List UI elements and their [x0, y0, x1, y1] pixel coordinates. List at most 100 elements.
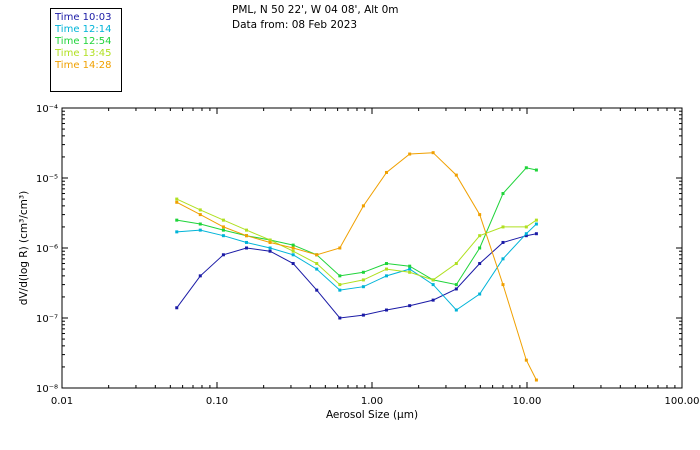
series-3-point — [408, 270, 412, 274]
series-3-point — [454, 262, 458, 266]
series-4-point — [198, 213, 202, 217]
series-1-point — [454, 308, 458, 312]
series-1-point — [534, 222, 538, 226]
series-3-point — [315, 262, 319, 266]
series-1-point — [221, 234, 225, 238]
series-3-point — [291, 249, 295, 253]
series-2-point — [338, 274, 342, 278]
x-tick-label: 0.10 — [206, 396, 228, 407]
series-1-point — [338, 288, 342, 292]
series-3-point — [198, 208, 202, 212]
series-2-point — [534, 168, 538, 172]
series-4-point — [315, 253, 319, 257]
series-line-4 — [176, 152, 537, 381]
series-4-point — [338, 246, 342, 250]
series-line-1 — [176, 223, 537, 311]
series-0-point — [524, 234, 528, 238]
series-4-point — [501, 283, 505, 287]
series-4-point — [534, 378, 538, 382]
series-0-point — [384, 308, 388, 312]
series-4-point — [454, 173, 458, 177]
legend: Time 10:03 Time 12:14 Time 12:54 Time 13… — [50, 8, 122, 92]
y-tick-label: 10⁻⁴ — [36, 104, 58, 115]
series-2-point — [198, 222, 202, 226]
series-4-point — [268, 240, 272, 244]
series-2-point — [454, 283, 458, 287]
series-3-point — [268, 238, 272, 242]
series-2-point — [221, 228, 225, 232]
series-0-point — [431, 298, 435, 302]
series-2-point — [524, 166, 528, 170]
series-1-point — [291, 253, 295, 257]
series-1-point — [524, 232, 528, 236]
series-0-point — [534, 232, 538, 236]
series-3-point — [175, 197, 179, 201]
series-1-point — [501, 257, 505, 261]
series-1-point — [384, 274, 388, 278]
legend-entry-1: Time 12:14 — [55, 24, 112, 35]
series-0-point — [175, 306, 179, 310]
series-1-point — [361, 285, 365, 289]
series-0-point — [268, 249, 272, 253]
series-4-point — [431, 151, 435, 155]
series-0-point — [315, 288, 319, 292]
series-4-point — [175, 200, 179, 204]
series-1-point — [431, 283, 435, 287]
series-4-point — [524, 358, 528, 362]
x-tick-label: 100.00 — [665, 396, 700, 407]
series-2-point — [501, 192, 505, 196]
legend-entry-2: Time 12:54 — [55, 36, 112, 47]
series-3-point — [534, 218, 538, 222]
x-tick-label: 10.00 — [513, 396, 542, 407]
series-3-point — [501, 225, 505, 229]
series-3-point — [431, 278, 435, 282]
series-0-point — [361, 313, 365, 317]
series-2-point — [408, 264, 412, 268]
series-1-point — [478, 292, 482, 296]
series-4-point — [245, 234, 249, 238]
y-axis-label: dV/d(log R) (cm³/cm³) — [18, 191, 30, 305]
series-line-0 — [176, 233, 537, 319]
series-2-point — [175, 218, 179, 222]
chart-subtitle: Data from: 08 Feb 2023 — [232, 19, 358, 31]
x-tick-label: 1.00 — [361, 396, 383, 407]
chart-title: PML, N 50 22', W 04 08', Alt 0m — [232, 4, 399, 16]
series-0-point — [221, 253, 225, 257]
series-3-point — [361, 278, 365, 282]
series-4-point — [408, 152, 412, 156]
y-tick-label: 10⁻⁷ — [36, 314, 58, 325]
series-1-point — [175, 230, 179, 234]
series-3-point — [478, 234, 482, 238]
plot-frame — [61, 107, 683, 389]
x-axis-label: Aerosol Size (µm) — [326, 409, 418, 421]
series-1-point — [198, 228, 202, 232]
series-2-point — [291, 243, 295, 247]
series-0-point — [198, 274, 202, 278]
series-1-point — [245, 240, 249, 244]
series-4-point — [361, 204, 365, 208]
series-3-point — [245, 228, 249, 232]
series-3-point — [221, 218, 225, 222]
series-3-point — [384, 267, 388, 271]
series-1-point — [408, 267, 412, 271]
x-tick-label: 0.01 — [51, 396, 73, 407]
y-tick-label: 10⁻⁶ — [36, 244, 58, 255]
series-3-point — [338, 283, 342, 287]
series-4-point — [221, 225, 225, 229]
legend-entry-0: Time 10:03 — [55, 12, 112, 23]
legend-entry-3: Time 13:45 — [55, 48, 112, 59]
series-4-point — [384, 170, 388, 174]
series-0-point — [478, 262, 482, 266]
y-tick-label: 10⁻⁵ — [36, 174, 58, 185]
series-0-point — [291, 262, 295, 266]
series-0-point — [501, 240, 505, 244]
series-1-point — [315, 267, 319, 271]
series-0-point — [338, 316, 342, 320]
series-line-2 — [176, 167, 537, 286]
series-0-point — [245, 246, 249, 250]
series-0-point — [454, 287, 458, 291]
y-tick-label: 10⁻⁸ — [36, 384, 58, 395]
series-3-point — [524, 225, 528, 229]
series-4-point — [478, 213, 482, 217]
